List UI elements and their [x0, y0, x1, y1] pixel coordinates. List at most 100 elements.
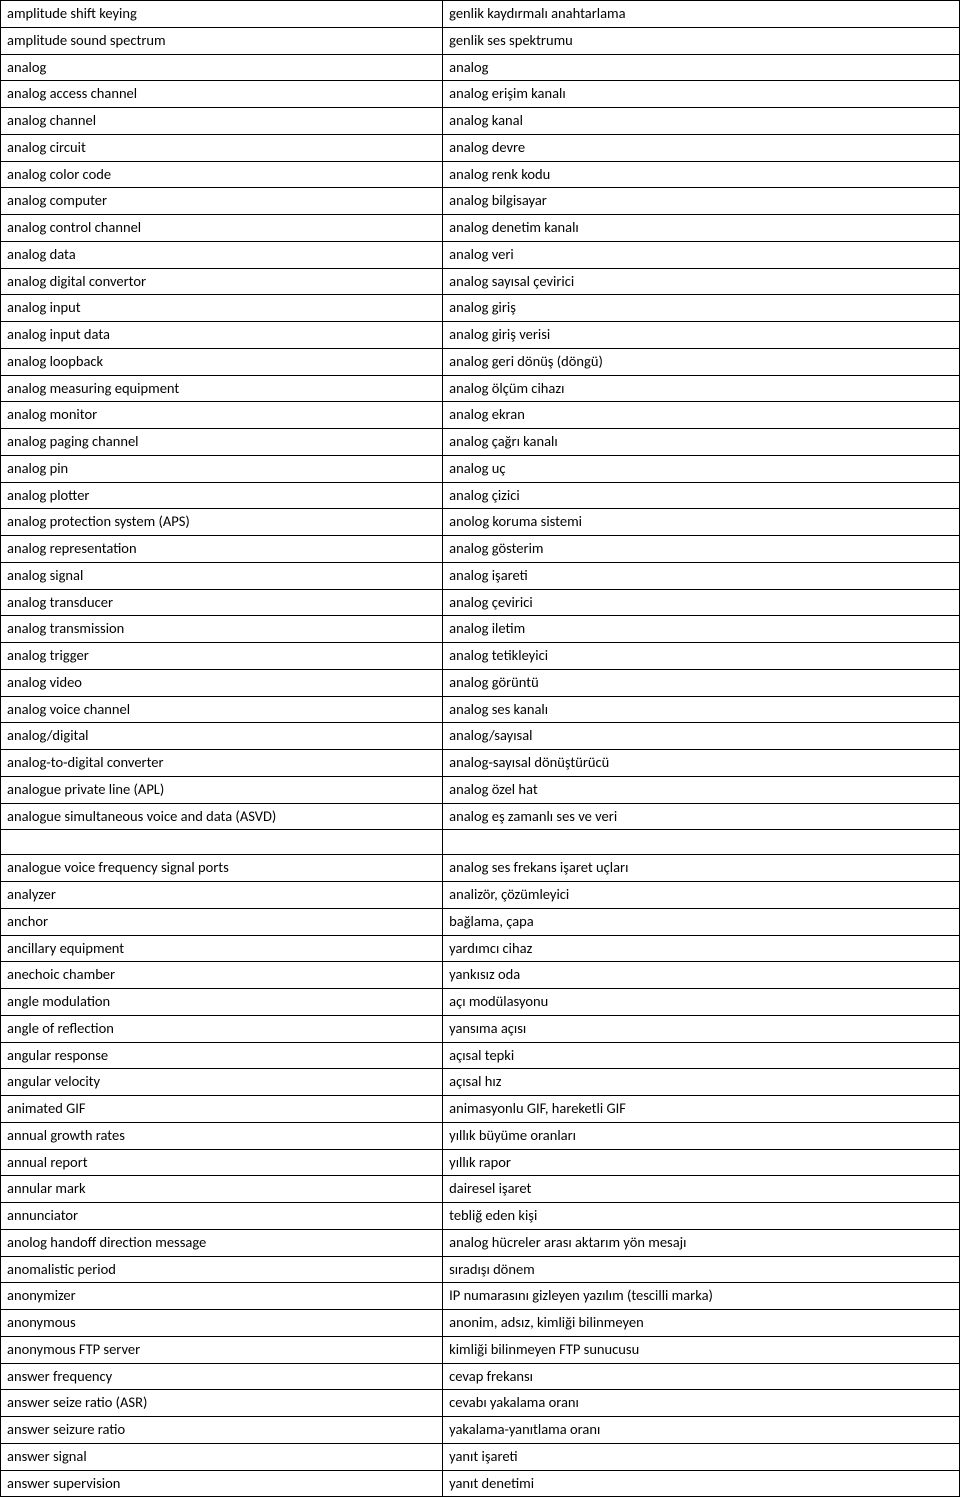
table-row: angular velocityaçısal hız [1, 1069, 960, 1096]
term-tr: anonim, adsız, kimliği bilinmeyen [443, 1310, 960, 1337]
term-tr: analog çağrı kanalı [443, 429, 960, 456]
term-en: analog digital convertor [1, 268, 443, 295]
term-en: annual growth rates [1, 1122, 443, 1149]
term-en: analog [1, 54, 443, 81]
table-row: analog channelanalog kanal [1, 108, 960, 135]
term-tr: açı modülasyonu [443, 989, 960, 1016]
table-row: analog protection system (APS)anolog kor… [1, 509, 960, 536]
table-row: analog color codeanalog renk kodu [1, 161, 960, 188]
table-row: analogue private line (APL)analog özel h… [1, 776, 960, 803]
term-tr: genlik ses spektrumu [443, 27, 960, 54]
table-row: amplitude shift keyinggenlik kaydırmalı … [1, 1, 960, 28]
term-tr: analog geri dönüş (döngü) [443, 348, 960, 375]
table-row: answer frequencycevap frekansı [1, 1363, 960, 1390]
table-row: answer signalyanıt işareti [1, 1443, 960, 1470]
term-tr: yıllık rapor [443, 1149, 960, 1176]
term-en: anonymizer [1, 1283, 443, 1310]
table-row: analog measuring equipmentanalog ölçüm c… [1, 375, 960, 402]
term-tr: animasyonlu GIF, hareketli GIF [443, 1096, 960, 1123]
term-tr: yansıma açısı [443, 1015, 960, 1042]
term-en: anonymous FTP server [1, 1336, 443, 1363]
table-row: annual reportyıllık rapor [1, 1149, 960, 1176]
table-row: anomalistic periodsıradışı dönem [1, 1256, 960, 1283]
table-row: analog transmissionanalog iletim [1, 616, 960, 643]
term-en: answer supervision [1, 1470, 443, 1497]
term-tr: analog ses frekans işaret uçları [443, 855, 960, 882]
term-en: analog protection system (APS) [1, 509, 443, 536]
term-en: analog loopback [1, 348, 443, 375]
table-row: annunciatortebliğ eden kişi [1, 1203, 960, 1230]
term-en: analog control channel [1, 215, 443, 242]
table-row: analogue voice frequency signal portsana… [1, 855, 960, 882]
term-en: answer seize ratio (ASR) [1, 1390, 443, 1417]
table-row: amplitude sound spectrumgenlik ses spekt… [1, 27, 960, 54]
term-en: anolog handoff direction message [1, 1229, 443, 1256]
table-row: analoganalog [1, 54, 960, 81]
table-row: animated GIFanimasyonlu GIF, hareketli G… [1, 1096, 960, 1123]
term-tr: analog uç [443, 455, 960, 482]
term-en: analog color code [1, 161, 443, 188]
table-row: analog computeranalog bilgisayar [1, 188, 960, 215]
table-row: analog inputanalog giriş [1, 295, 960, 322]
term-tr: analog devre [443, 134, 960, 161]
term-tr: analog sayısal çevirici [443, 268, 960, 295]
term-tr: analog ölçüm cihazı [443, 375, 960, 402]
term-tr: analog erişim kanalı [443, 81, 960, 108]
table-row: answer supervisionyanıt denetimi [1, 1470, 960, 1497]
term-tr: kimliği bilinmeyen FTP sunucusu [443, 1336, 960, 1363]
term-en: analog trigger [1, 643, 443, 670]
table-row: analog pinanalog uç [1, 455, 960, 482]
table-row: anchorbağlama, çapa [1, 908, 960, 935]
term-tr: analog bilgisayar [443, 188, 960, 215]
term-tr: analog gösterim [443, 536, 960, 563]
term-tr: yanıt denetimi [443, 1470, 960, 1497]
table-row: analog control channelanalog denetim kan… [1, 215, 960, 242]
term-en: analog channel [1, 108, 443, 135]
term-en: angle modulation [1, 989, 443, 1016]
term-en: analog computer [1, 188, 443, 215]
term-en: analog transmission [1, 616, 443, 643]
term-en: analog-to-digital converter [1, 750, 443, 777]
term-tr: analog-sayısal dönüştürücü [443, 750, 960, 777]
term-en: amplitude sound spectrum [1, 27, 443, 54]
term-tr: analog ses kanalı [443, 696, 960, 723]
table-row: analog/digitalanalog/sayısal [1, 723, 960, 750]
term-en [1, 830, 443, 855]
term-tr: açısal hız [443, 1069, 960, 1096]
term-tr: analog eş zamanlı ses ve veri [443, 803, 960, 830]
table-row: analog digital convertoranalog sayısal ç… [1, 268, 960, 295]
table-row: answer seizure ratioyakalama-yanıtlama o… [1, 1417, 960, 1444]
term-en: analog transducer [1, 589, 443, 616]
table-row [1, 830, 960, 855]
term-tr: yanıt işareti [443, 1443, 960, 1470]
term-en: analog video [1, 669, 443, 696]
term-tr: yakalama-yanıtlama oranı [443, 1417, 960, 1444]
term-en: anonymous [1, 1310, 443, 1337]
term-en: angle of reflection [1, 1015, 443, 1042]
term-en: analog measuring equipment [1, 375, 443, 402]
term-tr: analog tetikleyici [443, 643, 960, 670]
term-en: analog input [1, 295, 443, 322]
term-tr: IP numarasını gizleyen yazılım (tescilli… [443, 1283, 960, 1310]
term-en: ancillary equipment [1, 935, 443, 962]
term-tr: yardımcı cihaz [443, 935, 960, 962]
term-en: analog representation [1, 536, 443, 563]
table-row: analog plotteranalog çizici [1, 482, 960, 509]
table-row: analog triggeranalog tetikleyici [1, 643, 960, 670]
term-en: analog voice channel [1, 696, 443, 723]
term-en: animated GIF [1, 1096, 443, 1123]
term-tr: analog hücreler arası aktarım yön mesajı [443, 1229, 960, 1256]
table-row: analogue simultaneous voice and data (AS… [1, 803, 960, 830]
term-en: answer seizure ratio [1, 1417, 443, 1444]
term-en: analog pin [1, 455, 443, 482]
table-row: analog representationanalog gösterim [1, 536, 960, 563]
table-row: analog access channelanalog erişim kanal… [1, 81, 960, 108]
term-en: analog access channel [1, 81, 443, 108]
term-en: anechoic chamber [1, 962, 443, 989]
term-tr: genlik kaydırmalı anahtarlama [443, 1, 960, 28]
term-en: analog/digital [1, 723, 443, 750]
term-en: annular mark [1, 1176, 443, 1203]
table-row: angular responseaçısal tepki [1, 1042, 960, 1069]
term-en: analog paging channel [1, 429, 443, 456]
table-row: anonymizerIP numarasını gizleyen yazılım… [1, 1283, 960, 1310]
